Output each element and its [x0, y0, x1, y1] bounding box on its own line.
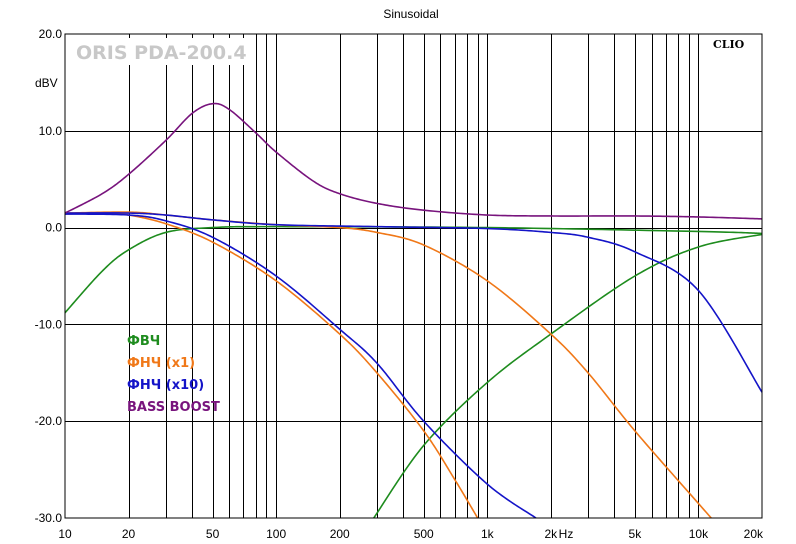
x-tick-label: 200 — [330, 527, 350, 541]
x-tick-label: 20k — [744, 527, 764, 541]
grid-lines — [65, 34, 762, 518]
legend-entry: ФНЧ (x1) — [127, 356, 195, 371]
x-axis-unit-label: Hz — [559, 527, 574, 541]
y-tick-label: 10.0 — [39, 124, 63, 138]
y-axis-label: dBV — [35, 76, 58, 90]
legend-entry: BASS BOOST — [127, 400, 220, 415]
brand-label-background — [72, 38, 256, 65]
x-tick-label: 20 — [122, 527, 136, 541]
series-line — [64, 213, 537, 519]
series-line — [64, 102, 763, 220]
plot-frame — [64, 33, 763, 519]
legend: ФВЧ ФНЧ (x1) ФНЧ (x10) BASS BOOST — [127, 334, 220, 415]
x-tick-label: 5k — [629, 527, 643, 541]
y-tick-label: 20.0 — [39, 27, 63, 41]
x-tick-label: 1k — [481, 527, 495, 541]
clio-logo: CLIO — [713, 38, 745, 51]
x-tick-label: 2k — [545, 527, 559, 541]
x-tick-label: 10 — [58, 527, 72, 541]
series-line — [64, 225, 763, 314]
series-line — [65, 212, 763, 393]
y-tick-label: -20.0 — [35, 414, 63, 428]
x-tick-label: 50 — [206, 527, 220, 541]
series-line — [373, 233, 763, 519]
legend-entry: ФВЧ — [127, 334, 160, 349]
series-lines — [64, 102, 763, 519]
axis-tick-labels: 20.0 10.0 0.0 -10.0 -20.0 -30.0 10 20 50 100 200 50… — [35, 27, 764, 541]
chart-title: Sinusoidal — [383, 7, 438, 21]
x-tick-label: 10k — [689, 527, 709, 541]
y-tick-label: -30.0 — [35, 511, 63, 525]
legend-entry: ФНЧ (x10) — [127, 378, 204, 393]
brand-label: ORIS PDA-200.4 — [76, 42, 247, 64]
y-tick-label: 0.0 — [45, 221, 62, 235]
x-tick-label: 500 — [414, 527, 434, 541]
x-tick-label: 100 — [266, 527, 286, 541]
y-tick-label: -10.0 — [35, 317, 63, 331]
